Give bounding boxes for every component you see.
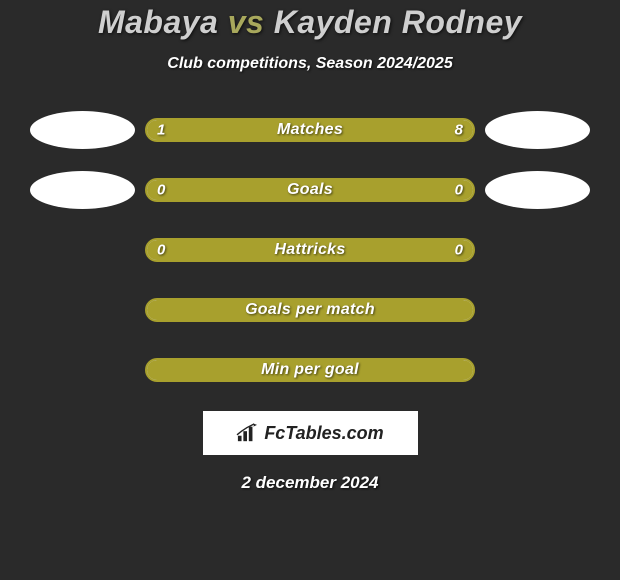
logo-text: FcTables.com	[264, 423, 383, 444]
bar-label: Min per goal	[147, 361, 473, 379]
right-value: 0	[455, 182, 463, 199]
stat-row-matches: 1 Matches 8	[0, 111, 620, 149]
bar-label: Matches	[147, 121, 473, 139]
bar-label: Goals per match	[147, 301, 473, 319]
logo-box: FcTables.com	[203, 411, 418, 455]
subtitle: Club competitions, Season 2024/2025	[0, 55, 620, 73]
title-vs: vs	[228, 4, 265, 40]
bars-icon	[236, 423, 258, 443]
player1-name: Mabaya	[98, 4, 218, 40]
player1-avatar	[30, 171, 135, 209]
bar-gpm: Goals per match	[145, 298, 475, 322]
comparison-card: Mabaya vs Kayden Rodney Club competition…	[0, 0, 620, 493]
player2-avatar	[485, 111, 590, 149]
stats-area: 1 Matches 8 0 Goals 0 0 Hattricks	[0, 111, 620, 389]
date-text: 2 december 2024	[0, 473, 620, 493]
stat-row-goals: 0 Goals 0	[0, 171, 620, 209]
stat-row-hattricks: 0 Hattricks 0	[0, 231, 620, 269]
right-value: 0	[455, 242, 463, 259]
title: Mabaya vs Kayden Rodney	[0, 4, 620, 41]
right-value: 8	[455, 122, 463, 139]
stat-row-gpm: Goals per match	[0, 291, 620, 329]
bar-mpg: Min per goal	[145, 358, 475, 382]
player1-avatar	[30, 111, 135, 149]
bar-label: Goals	[147, 181, 473, 199]
bar-label: Hattricks	[147, 241, 473, 259]
bar-goals: 0 Goals 0	[145, 178, 475, 202]
bar-hattricks: 0 Hattricks 0	[145, 238, 475, 262]
stat-row-mpg: Min per goal	[0, 351, 620, 389]
player2-avatar	[485, 171, 590, 209]
bar-matches: 1 Matches 8	[145, 118, 475, 142]
player2-name: Kayden Rodney	[274, 4, 522, 40]
